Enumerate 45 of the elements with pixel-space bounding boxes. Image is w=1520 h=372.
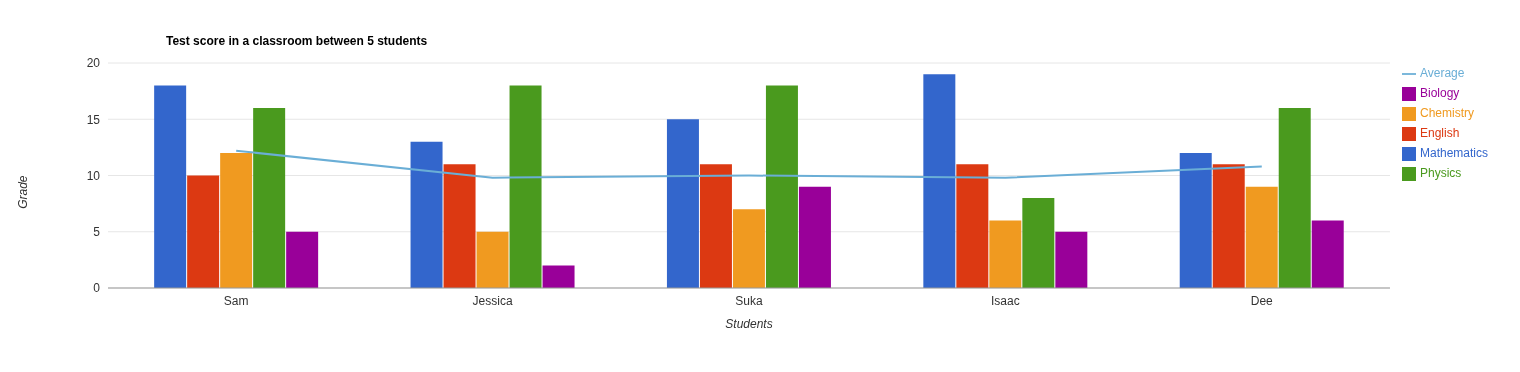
legend-label: English — [1419, 126, 1460, 140]
bar — [798, 186, 831, 288]
y-tick-label: 10 — [86, 168, 101, 183]
legend-label: Average — [1419, 66, 1465, 80]
bar — [1022, 198, 1055, 288]
bar — [509, 85, 542, 288]
bar — [1245, 186, 1278, 288]
y-tick-label: 5 — [93, 225, 101, 240]
y-tick-label: 15 — [86, 112, 101, 127]
bar — [220, 153, 253, 288]
bar — [699, 164, 732, 288]
bar — [1278, 108, 1311, 288]
bar — [542, 265, 575, 288]
bar — [443, 164, 476, 288]
bar — [476, 231, 509, 288]
y-tick-label: 20 — [86, 56, 101, 71]
bar — [1179, 153, 1212, 288]
chart-title: Test score in a classroom between 5 students — [166, 34, 428, 48]
bar — [1212, 164, 1245, 288]
bar — [989, 220, 1022, 288]
legend-label: Chemistry — [1419, 106, 1474, 120]
bar — [666, 119, 699, 288]
bar — [253, 108, 286, 288]
bar — [1311, 220, 1344, 288]
y-tick-label: 0 — [93, 281, 101, 296]
bar — [154, 85, 187, 288]
bar — [732, 209, 765, 288]
x-tick-label: Isaac — [991, 293, 1020, 308]
legend-label: Biology — [1419, 86, 1460, 100]
bar — [187, 175, 220, 288]
legend-label: Mathematics — [1419, 146, 1488, 160]
x-tick-label: Sam — [223, 293, 249, 308]
legend-label: Physics — [1419, 166, 1462, 180]
bar — [1055, 231, 1088, 288]
x-tick-label: Dee — [1250, 293, 1274, 308]
bar — [410, 141, 443, 288]
bar — [923, 74, 956, 288]
x-tick-label: Jessica — [472, 293, 513, 308]
bar — [956, 164, 989, 288]
bar — [765, 85, 798, 288]
y-axis-title: Grade — [16, 175, 31, 209]
x-axis-title: Students — [725, 317, 773, 331]
line-series — [235, 149, 1263, 179]
x-tick-label: Suka — [735, 293, 763, 308]
bar — [286, 231, 319, 288]
